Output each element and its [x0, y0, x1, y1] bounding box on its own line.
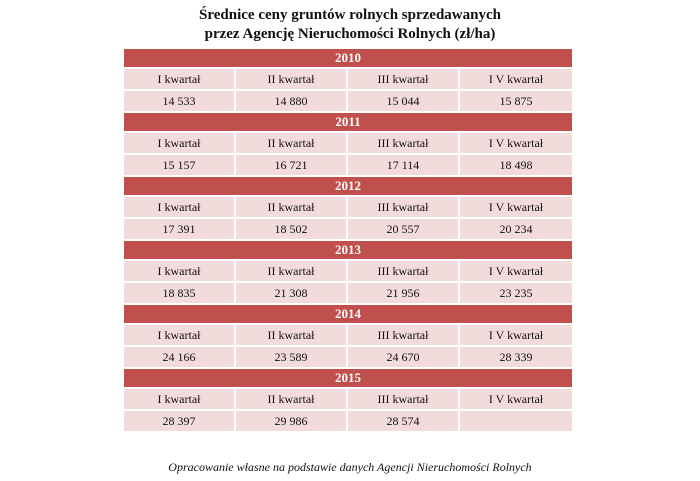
quarter-label: I kwartał: [124, 389, 234, 409]
year-block-2011: 2011 I kwartał II kwartał III kwartał I …: [124, 113, 572, 175]
quarter-label: I kwartał: [124, 197, 234, 217]
price-value: 20 557: [348, 219, 458, 239]
values-row: 15 157 16 721 17 114 18 498: [124, 155, 572, 175]
year-header: 2011: [124, 113, 572, 131]
quarter-label: III kwartał: [348, 325, 458, 345]
table-title-line-1: Średnice ceny gruntów rolnych sprzedawan…: [199, 7, 501, 23]
quarter-labels-row: I kwartał II kwartał III kwartał I V kwa…: [124, 133, 572, 153]
year-header: 2013: [124, 241, 572, 259]
price-value: 20 234: [460, 219, 572, 239]
year-block-2012: 2012 I kwartał II kwartał III kwartał I …: [124, 177, 572, 239]
price-value: 21 956: [348, 283, 458, 303]
values-row: 14 533 14 880 15 044 15 875: [124, 91, 572, 111]
year-header: 2010: [124, 49, 572, 67]
quarter-label: III kwartał: [348, 261, 458, 281]
price-value: 18 835: [124, 283, 234, 303]
price-value: 15 044: [348, 91, 458, 111]
quarter-label: III kwartał: [348, 69, 458, 89]
quarter-label: II kwartał: [236, 325, 346, 345]
quarter-label: II kwartał: [236, 261, 346, 281]
quarter-label: I V kwartał: [460, 261, 572, 281]
values-row: 28 397 29 986 28 574: [124, 411, 572, 431]
quarter-label: I V kwartał: [460, 389, 572, 409]
price-value: 18 498: [460, 155, 572, 175]
price-value: 23 235: [460, 283, 572, 303]
quarter-label: II kwartał: [236, 133, 346, 153]
price-value: 15 875: [460, 91, 572, 111]
price-value: 16 721: [236, 155, 346, 175]
price-value: 14 880: [236, 91, 346, 111]
year-block-2015: 2015 I kwartał II kwartał III kwartał I …: [124, 369, 572, 431]
year-block-2010: 2010 I kwartał II kwartał III kwartał I …: [124, 49, 572, 111]
quarter-labels-row: I kwartał II kwartał III kwartał I V kwa…: [124, 261, 572, 281]
price-value: 17 114: [348, 155, 458, 175]
values-row: 24 166 23 589 24 670 28 339: [124, 347, 572, 367]
quarter-label: II kwartał: [236, 389, 346, 409]
quarter-label: I V kwartał: [460, 197, 572, 217]
quarter-label: I V kwartał: [460, 133, 572, 153]
quarter-label: I kwartał: [124, 261, 234, 281]
year-header: 2015: [124, 369, 572, 387]
price-value: 21 308: [236, 283, 346, 303]
quarter-label: I V kwartał: [460, 325, 572, 345]
price-value: 17 391: [124, 219, 234, 239]
values-row: 17 391 18 502 20 557 20 234: [124, 219, 572, 239]
quarter-labels-row: I kwartał II kwartał III kwartał I V kwa…: [124, 69, 572, 89]
price-value: 28 339: [460, 347, 572, 367]
quarter-label: III kwartał: [348, 389, 458, 409]
quarter-label: I kwartał: [124, 133, 234, 153]
quarter-label: III kwartał: [348, 197, 458, 217]
quarter-label: II kwartał: [236, 69, 346, 89]
year-header: 2012: [124, 177, 572, 195]
quarter-label: III kwartał: [348, 133, 458, 153]
quarter-labels-row: I kwartał II kwartał III kwartał I V kwa…: [124, 325, 572, 345]
price-value-empty: [460, 411, 572, 431]
price-value: 23 589: [236, 347, 346, 367]
quarter-labels-row: I kwartał II kwartał III kwartał I V kwa…: [124, 197, 572, 217]
price-value: 24 166: [124, 347, 234, 367]
price-table: 2010 I kwartał II kwartał III kwartał I …: [124, 49, 572, 433]
price-value: 15 157: [124, 155, 234, 175]
quarter-labels-row: I kwartał II kwartał III kwartał I V kwa…: [124, 389, 572, 409]
price-value: 18 502: [236, 219, 346, 239]
quarter-label: II kwartał: [236, 197, 346, 217]
year-header: 2014: [124, 305, 572, 323]
price-value: 14 533: [124, 91, 234, 111]
quarter-label: I kwartał: [124, 69, 234, 89]
quarter-label: I kwartał: [124, 325, 234, 345]
year-block-2014: 2014 I kwartał II kwartał III kwartał I …: [124, 305, 572, 367]
price-value: 24 670: [348, 347, 458, 367]
source-footnote: Opracowanie własne na podstawie danych A…: [168, 460, 532, 474]
quarter-label: I V kwartał: [460, 69, 572, 89]
table-title-line-2: przez Agencję Nieruchomości Rolnych (zł/…: [204, 26, 496, 42]
year-block-2013: 2013 I kwartał II kwartał III kwartał I …: [124, 241, 572, 303]
price-value: 29 986: [236, 411, 346, 431]
price-value: 28 574: [348, 411, 458, 431]
values-row: 18 835 21 308 21 956 23 235: [124, 283, 572, 303]
price-value: 28 397: [124, 411, 234, 431]
